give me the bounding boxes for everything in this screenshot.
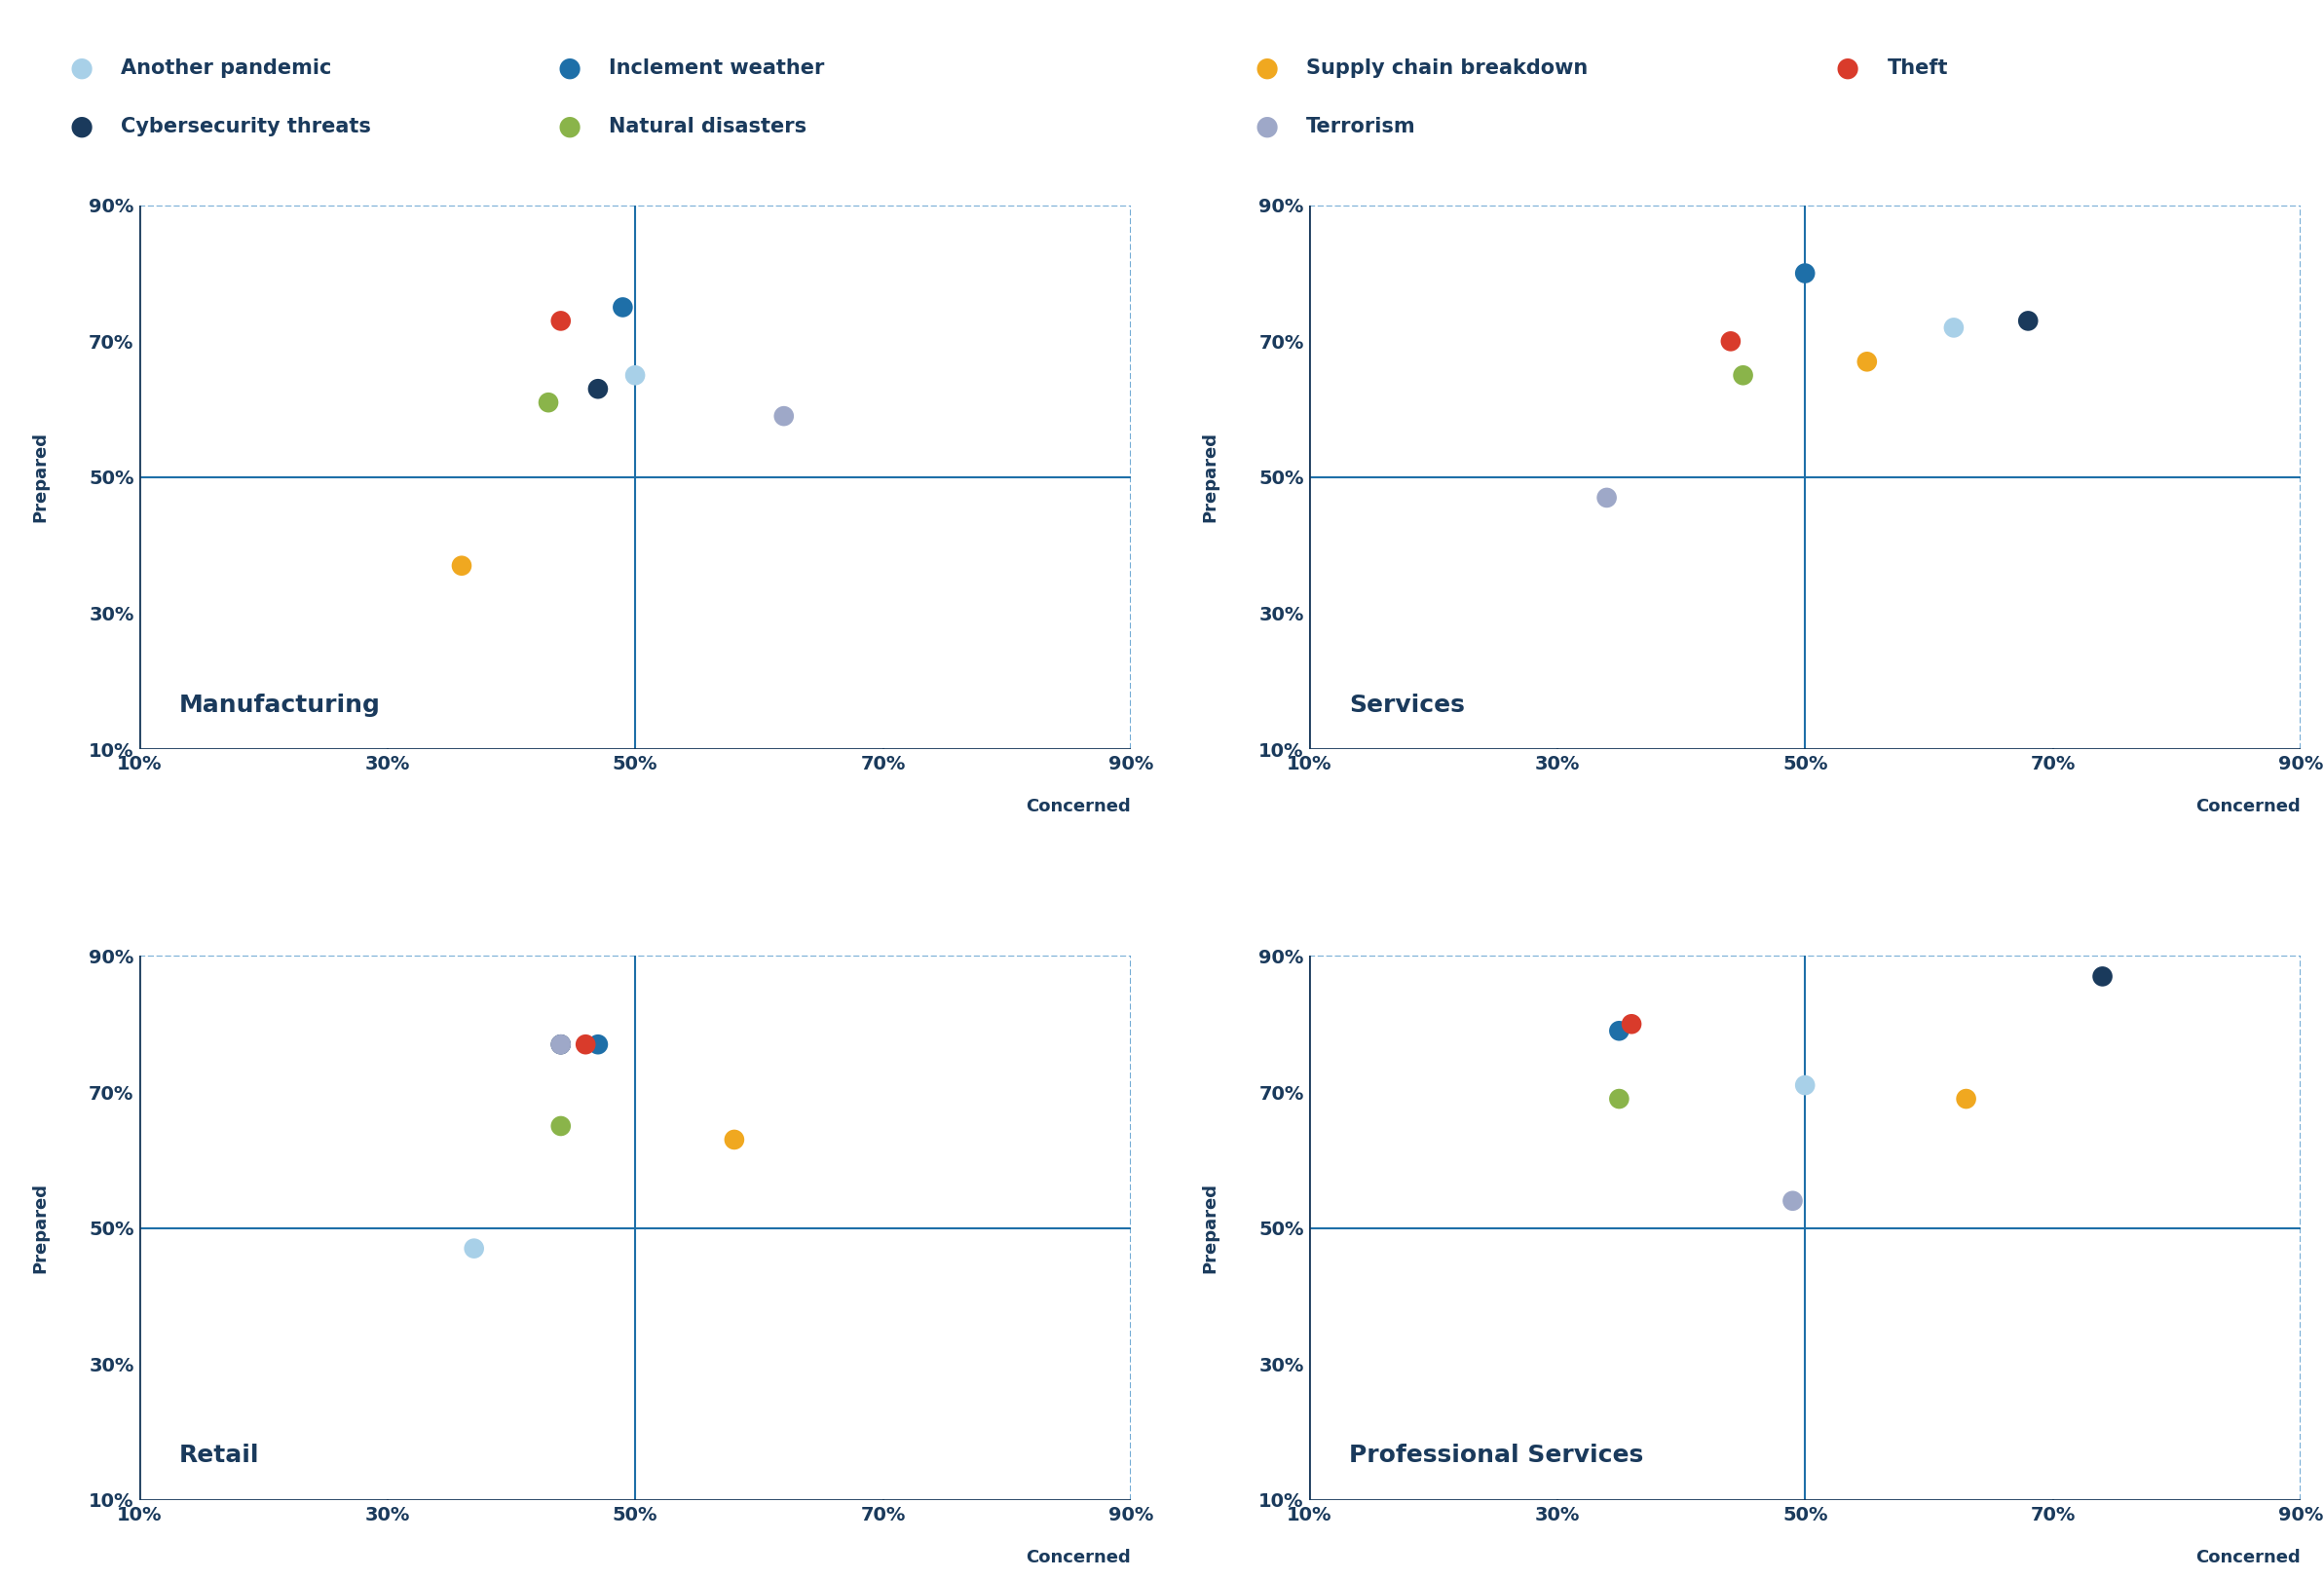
- Text: ●: ●: [1255, 54, 1278, 82]
- Text: Concerned: Concerned: [2196, 1549, 2301, 1566]
- Text: Retail: Retail: [179, 1445, 260, 1467]
- Text: Prepared: Prepared: [33, 433, 49, 523]
- Point: [1601, 1086, 1638, 1112]
- Text: Professional Services: Professional Services: [1348, 1445, 1643, 1467]
- Point: [1773, 1189, 1810, 1214]
- Text: Prepared: Prepared: [1202, 433, 1220, 523]
- Point: [541, 1113, 579, 1138]
- Point: [530, 390, 567, 415]
- Point: [1848, 349, 1885, 374]
- Point: [765, 404, 802, 429]
- Text: ●: ●: [1836, 54, 1859, 82]
- Point: [2010, 308, 2047, 333]
- Text: Services: Services: [1348, 693, 1464, 717]
- Point: [1787, 1072, 1824, 1097]
- Point: [616, 363, 653, 388]
- Point: [579, 376, 616, 401]
- Text: ●: ●: [70, 54, 93, 82]
- Text: Prepared: Prepared: [33, 1183, 49, 1273]
- Point: [1787, 261, 1824, 286]
- Text: Inclement weather: Inclement weather: [609, 58, 825, 77]
- Text: ●: ●: [1255, 112, 1278, 141]
- Point: [579, 1031, 616, 1056]
- Point: [1601, 1018, 1638, 1044]
- Point: [1948, 1086, 1985, 1112]
- Point: [2085, 963, 2122, 988]
- Text: Natural disasters: Natural disasters: [609, 117, 806, 136]
- Text: Prepared: Prepared: [1202, 1183, 1220, 1273]
- Text: ●: ●: [70, 112, 93, 141]
- Point: [541, 1031, 579, 1056]
- Point: [604, 295, 641, 321]
- Text: Supply chain breakdown: Supply chain breakdown: [1306, 58, 1587, 77]
- Point: [1713, 328, 1750, 354]
- Text: Another pandemic: Another pandemic: [121, 58, 332, 77]
- Text: Theft: Theft: [1887, 58, 1948, 77]
- Text: Concerned: Concerned: [2196, 799, 2301, 816]
- Text: Cybersecurity threats: Cybersecurity threats: [121, 117, 372, 136]
- Point: [444, 553, 481, 578]
- Point: [1587, 485, 1624, 510]
- Point: [456, 1236, 493, 1262]
- Point: [716, 1127, 753, 1153]
- Text: Manufacturing: Manufacturing: [179, 693, 381, 717]
- Point: [1724, 363, 1762, 388]
- Text: ●: ●: [558, 112, 581, 141]
- Text: ●: ●: [558, 54, 581, 82]
- Text: Concerned: Concerned: [1025, 799, 1132, 816]
- Point: [567, 1031, 604, 1056]
- Point: [1936, 316, 1973, 341]
- Point: [541, 1031, 579, 1056]
- Text: Concerned: Concerned: [1025, 1549, 1132, 1566]
- Text: Terrorism: Terrorism: [1306, 117, 1415, 136]
- Point: [1613, 1012, 1650, 1037]
- Point: [541, 308, 579, 333]
